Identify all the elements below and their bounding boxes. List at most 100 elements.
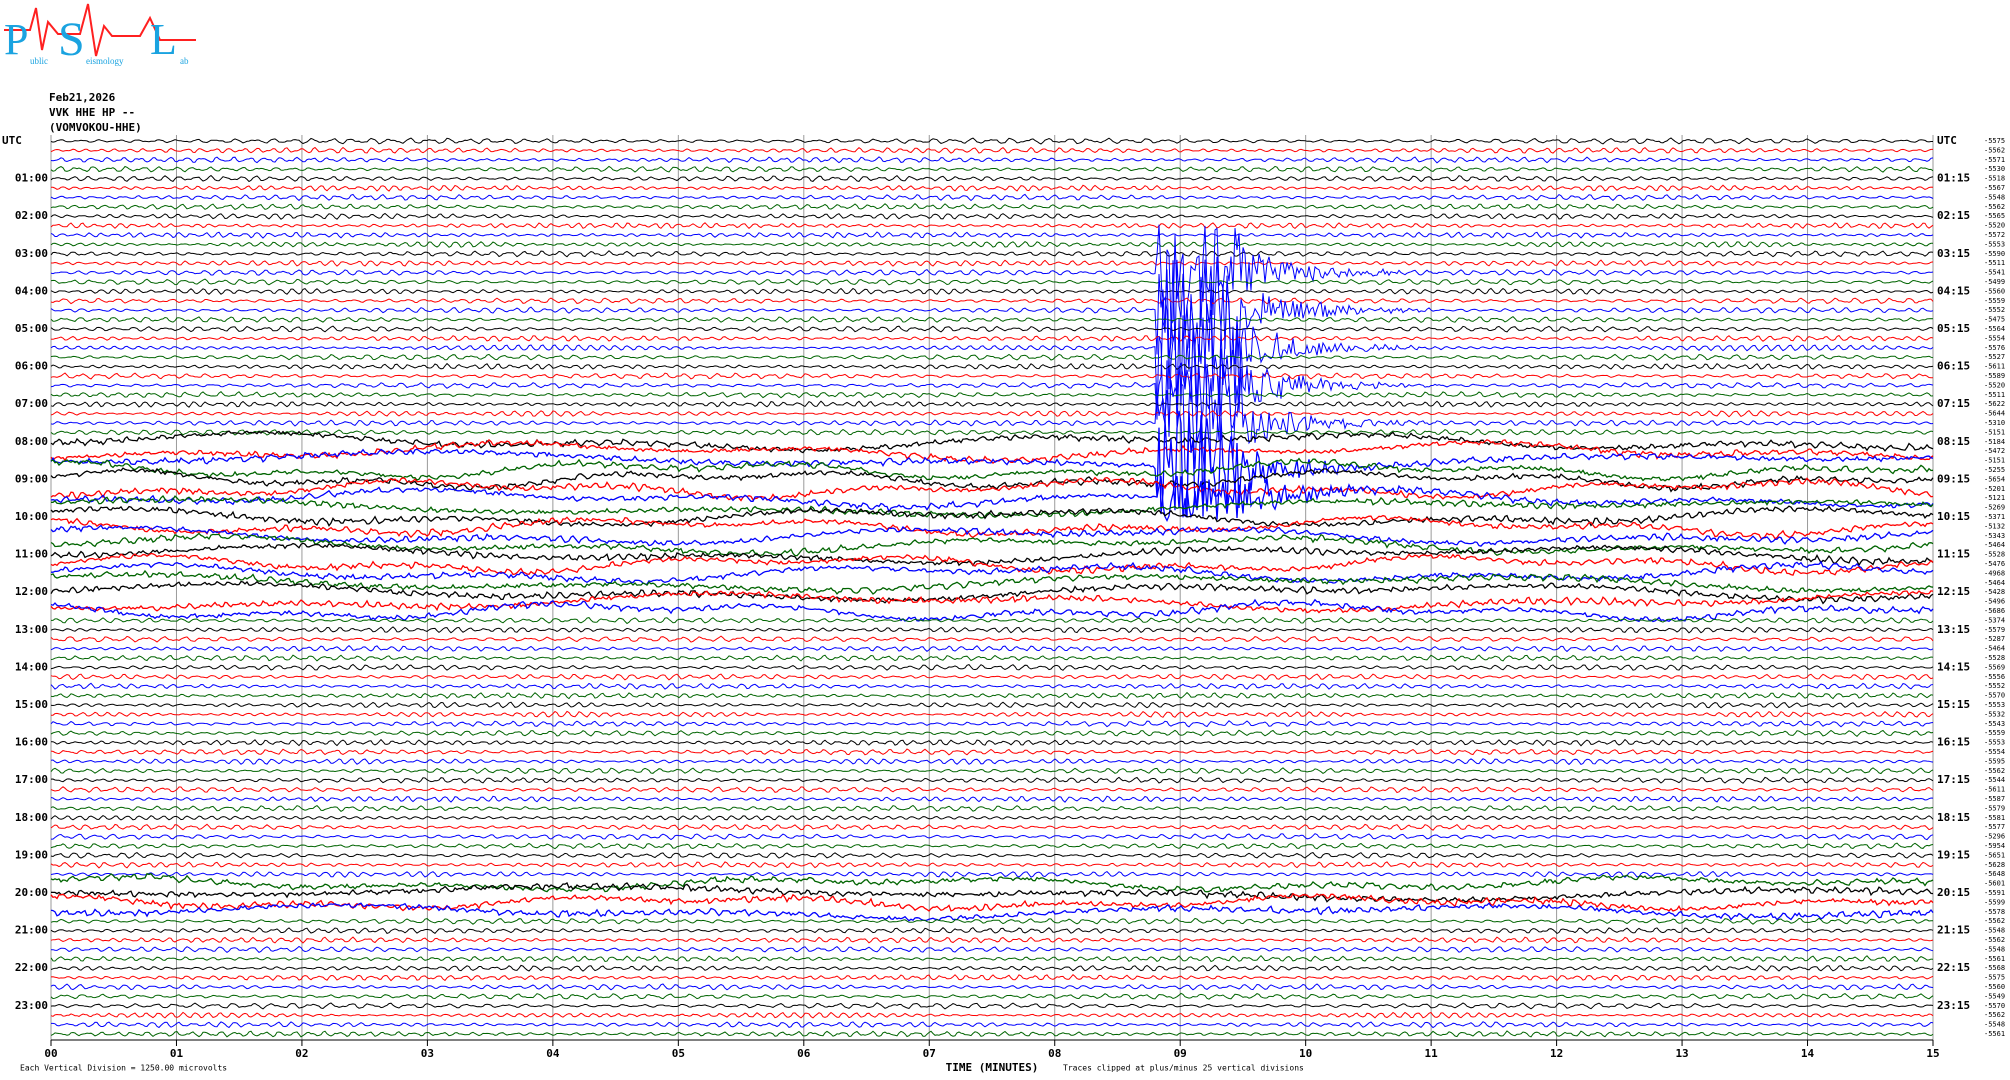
trace <box>50 861 1934 869</box>
trace <box>50 476 1934 502</box>
trace <box>50 795 1934 803</box>
trace <box>50 580 1934 605</box>
trace <box>50 146 1933 154</box>
trace-offset: -5528 <box>1984 654 2005 662</box>
x-tick-label: 07 <box>923 1047 936 1060</box>
row-label-right: 17:15 <box>1937 773 1970 786</box>
trace-offset: -5527 <box>1984 353 2005 361</box>
row-label-left: 12:00 <box>15 585 48 598</box>
trace <box>50 590 1934 614</box>
row-label-left: 15:00 <box>15 698 48 711</box>
row-label-left: 08:00 <box>15 435 48 448</box>
trace-offset: -5255 <box>1984 466 2005 474</box>
trace <box>50 872 1934 893</box>
x-tick-label: 06 <box>797 1047 811 1060</box>
trace <box>51 495 1934 519</box>
trace-offset: -5520 <box>1984 222 2005 230</box>
trace-offset: -5570 <box>1984 692 2005 700</box>
trace-offset: -5686 <box>1984 607 2005 615</box>
logo-word: ab <box>180 56 189 66</box>
trace <box>50 973 1934 982</box>
trace <box>50 212 1934 220</box>
row-label-right: 06:15 <box>1937 360 1970 373</box>
trace <box>50 222 1934 230</box>
trace-offset: -5568 <box>1984 964 2005 972</box>
trace-offset: -5599 <box>1984 898 2005 906</box>
trace <box>50 748 1934 756</box>
trace <box>50 174 1934 183</box>
row-label-left: 23:00 <box>15 999 48 1012</box>
trace-offset: -5343 <box>1984 532 2005 540</box>
trace-offset: -5121 <box>1984 494 2005 502</box>
trace <box>50 400 1934 408</box>
trace-offset: -5201 <box>1984 485 2005 493</box>
trace-offset: -5587 <box>1984 795 2005 803</box>
x-tick-label: 14 <box>1801 1047 1815 1060</box>
scale-note: Each Vertical Division = 1250.00 microvo… <box>20 1064 227 1073</box>
trace <box>50 851 1934 859</box>
row-label-right: 02:15 <box>1937 209 1970 222</box>
row-label-right: 11:15 <box>1937 548 1970 561</box>
clip-note: Traces clipped at plus/minus 25 vertical… <box>1063 1064 1304 1073</box>
trace <box>51 738 1934 747</box>
trace <box>50 673 1934 681</box>
trace <box>50 231 1934 239</box>
trace <box>50 325 1934 333</box>
trace <box>50 815 1934 821</box>
trace <box>50 289 1934 408</box>
row-label-right: 03:15 <box>1937 247 1970 260</box>
trace <box>50 1002 1934 1010</box>
trace <box>50 882 1934 903</box>
trace-offset: -5628 <box>1984 861 2005 869</box>
logo: P S L ublic eismology ab <box>4 3 196 66</box>
trace-offset: -5575 <box>1984 137 2005 145</box>
trace <box>50 475 1934 522</box>
trace <box>50 203 1934 210</box>
trace-offset: -5560 <box>1984 287 2005 295</box>
trace <box>50 635 1934 643</box>
row-label-right: 09:15 <box>1937 472 1970 485</box>
x-tick-label: 12 <box>1550 1047 1563 1060</box>
trace <box>50 240 1933 248</box>
x-tick-label: 02 <box>295 1047 308 1060</box>
trace <box>50 532 1934 557</box>
trace-offset: -5554 <box>1984 748 2005 756</box>
logo-letter: S <box>58 13 85 66</box>
trace-offset: -5556 <box>1984 673 2005 681</box>
trace-offset: -5543 <box>1984 720 2005 728</box>
trace <box>50 428 1934 436</box>
row-label-right: 21:15 <box>1937 924 1970 937</box>
trace-offset: -5475 <box>1984 316 2005 324</box>
trace-offset: -5562 <box>1984 936 2005 944</box>
trace-offset: -5571 <box>1984 156 2005 164</box>
trace <box>50 439 1934 464</box>
trace-offset: -5544 <box>1984 776 2005 784</box>
row-label-right: 12:15 <box>1937 585 1970 598</box>
trace <box>50 353 1934 361</box>
x-tick-label: 00 <box>44 1047 57 1060</box>
trace <box>50 372 1933 380</box>
x-axis-label: TIME (MINUTES) <box>946 1061 1039 1074</box>
trace <box>50 701 1934 709</box>
trace <box>50 954 1934 963</box>
trace-offset: -5611 <box>1984 786 2005 794</box>
logo-word: eismology <box>86 56 124 66</box>
trace-offset: -5511 <box>1984 391 2005 399</box>
x-tick-label: 01 <box>170 1047 184 1060</box>
trace <box>50 842 1934 850</box>
row-label-left: 05:00 <box>15 322 48 335</box>
trace-offset: -5287 <box>1984 635 2005 643</box>
trace-offset: -5518 <box>1984 175 2005 183</box>
trace <box>50 758 1934 766</box>
trace <box>50 626 1934 634</box>
trace-offset: -5464 <box>1984 579 2005 587</box>
trace-offset: -5570 <box>1984 1002 2005 1010</box>
trace <box>50 902 1934 922</box>
row-label-left: 07:00 <box>15 397 48 410</box>
trace <box>50 654 1934 662</box>
trace-offset: -5590 <box>1984 250 2005 258</box>
x-tick-label: 03 <box>421 1047 434 1060</box>
trace-offset: -5511 <box>1984 259 2005 267</box>
trace <box>50 409 1934 418</box>
trace-offset: -5561 <box>1984 1030 2005 1038</box>
